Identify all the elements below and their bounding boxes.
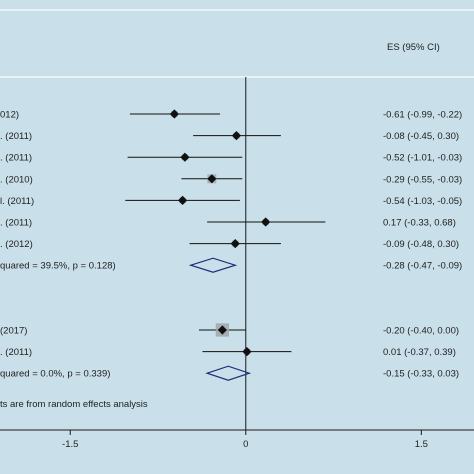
point-estimate-marker	[177, 195, 188, 205]
study-row: l. (2011) -0.54 (-1.03, -0.05)	[0, 195, 462, 207]
study-es-ci: -0.20 (-0.40, 0.00)	[383, 326, 459, 337]
point-estimate-marker	[217, 325, 227, 335]
study-es-ci: -0.29 (-0.55, -0.03)	[383, 174, 462, 185]
study-label: . (2011)	[0, 218, 32, 229]
study-row: . (2011) 0.17 (-0.33, 0.68)	[0, 217, 456, 229]
study-row: 012) -0.61 (-0.99, -0.22)	[0, 109, 462, 121]
pooled-row: quared = 0.0%, p = 0.339) -0.15 (-0.33, 0…	[0, 365, 459, 381]
pooled-es-ci: -0.28 (-0.47, -0.09)	[383, 261, 462, 272]
study-es-ci: -0.54 (-1.03, -0.05)	[383, 196, 462, 207]
study-label: . (2011)	[0, 347, 32, 358]
point-estimate-marker	[180, 152, 190, 162]
study-es-ci: -0.09 (-0.48, 0.30)	[383, 239, 459, 250]
pooled-label: quared = 39.5%, p = 0.128)	[0, 261, 116, 272]
study-label: . (2010)	[0, 174, 33, 185]
study-es-ci: -0.52 (-1.01, -0.03)	[383, 153, 462, 164]
study-row: . (2011) 0.01 (-0.37, 0.39)	[0, 347, 456, 358]
footnote: ts are from random effects analysis	[0, 399, 148, 410]
study-label: (2017)	[0, 326, 27, 337]
point-estimate-marker	[242, 347, 252, 357]
study-label: l. (2011)	[0, 196, 34, 207]
pooled-row: quared = 39.5%, p = 0.128) -0.28 (-0.47, …	[0, 257, 462, 273]
rows-layer: 012) -0.61 (-0.99, -0.22) . (2011) -0.08 (-…	[0, 77, 462, 430]
study-label: . (2011)	[0, 131, 32, 142]
study-label: 012)	[0, 110, 19, 121]
es-ci-header: ES (95% CI)	[387, 42, 440, 53]
study-es-ci: 0.01 (-0.37, 0.39)	[383, 347, 456, 358]
point-estimate-marker	[230, 239, 240, 249]
study-es-ci: 0.17 (-0.33, 0.68)	[383, 218, 456, 229]
study-row: . (2012) -0.09 (-0.48, 0.30)	[0, 239, 459, 250]
study-label: . (2011)	[0, 153, 32, 164]
study-row: (2017) -0.20 (-0.40, 0.00)	[0, 323, 459, 337]
point-estimate-marker	[207, 174, 217, 184]
study-es-ci: -0.08 (-0.45, 0.30)	[383, 131, 459, 142]
pooled-label: quared = 0.0%, p = 0.339)	[0, 369, 110, 380]
study-row: . (2011) -0.08 (-0.45, 0.30)	[0, 131, 459, 142]
study-label: . (2012)	[0, 239, 33, 250]
pooled-diamond	[205, 365, 252, 381]
study-row: . (2011) -0.52 (-1.01, -0.03)	[0, 152, 462, 164]
point-estimate-marker	[169, 109, 179, 119]
study-row: . (2010) -0.29 (-0.55, -0.03)	[0, 174, 462, 185]
x-axis-ticks: -1.5 0 1.5	[62, 430, 428, 450]
x-tick-label: 1.5	[415, 439, 428, 450]
point-estimate-marker	[231, 131, 242, 141]
pooled-diamond	[188, 257, 238, 273]
pooled-es-ci: -0.15 (-0.33, 0.03)	[383, 369, 459, 380]
study-es-ci: -0.61 (-0.99, -0.22)	[383, 110, 462, 121]
x-tick-label: -1.5	[62, 439, 78, 450]
x-tick-label: 0	[243, 439, 248, 450]
point-estimate-marker	[261, 217, 271, 227]
